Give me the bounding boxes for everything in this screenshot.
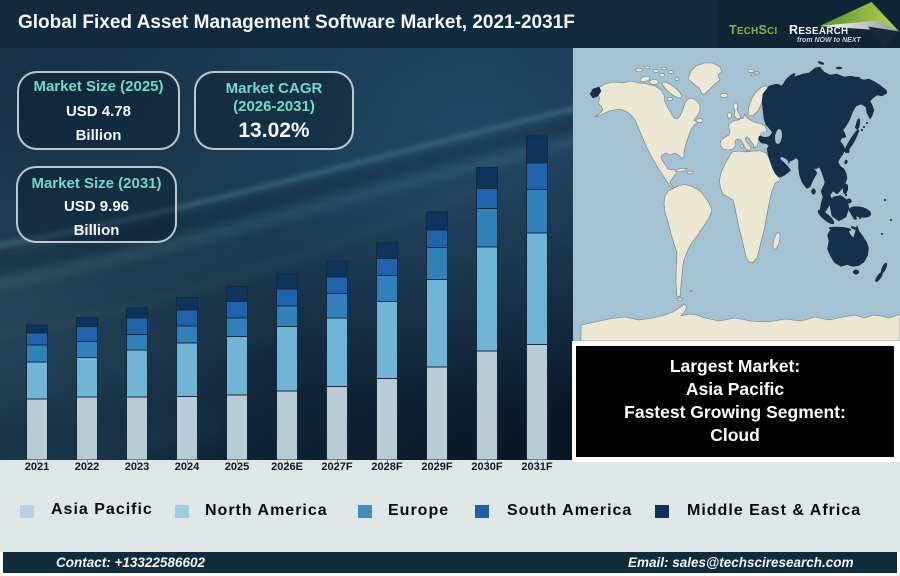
svg-text:TECHSCI: TECHSCI bbox=[729, 23, 778, 37]
svg-text:RESEARCH: RESEARCH bbox=[789, 23, 848, 37]
svg-text:from NOW to NEXT: from NOW to NEXT bbox=[797, 37, 861, 44]
